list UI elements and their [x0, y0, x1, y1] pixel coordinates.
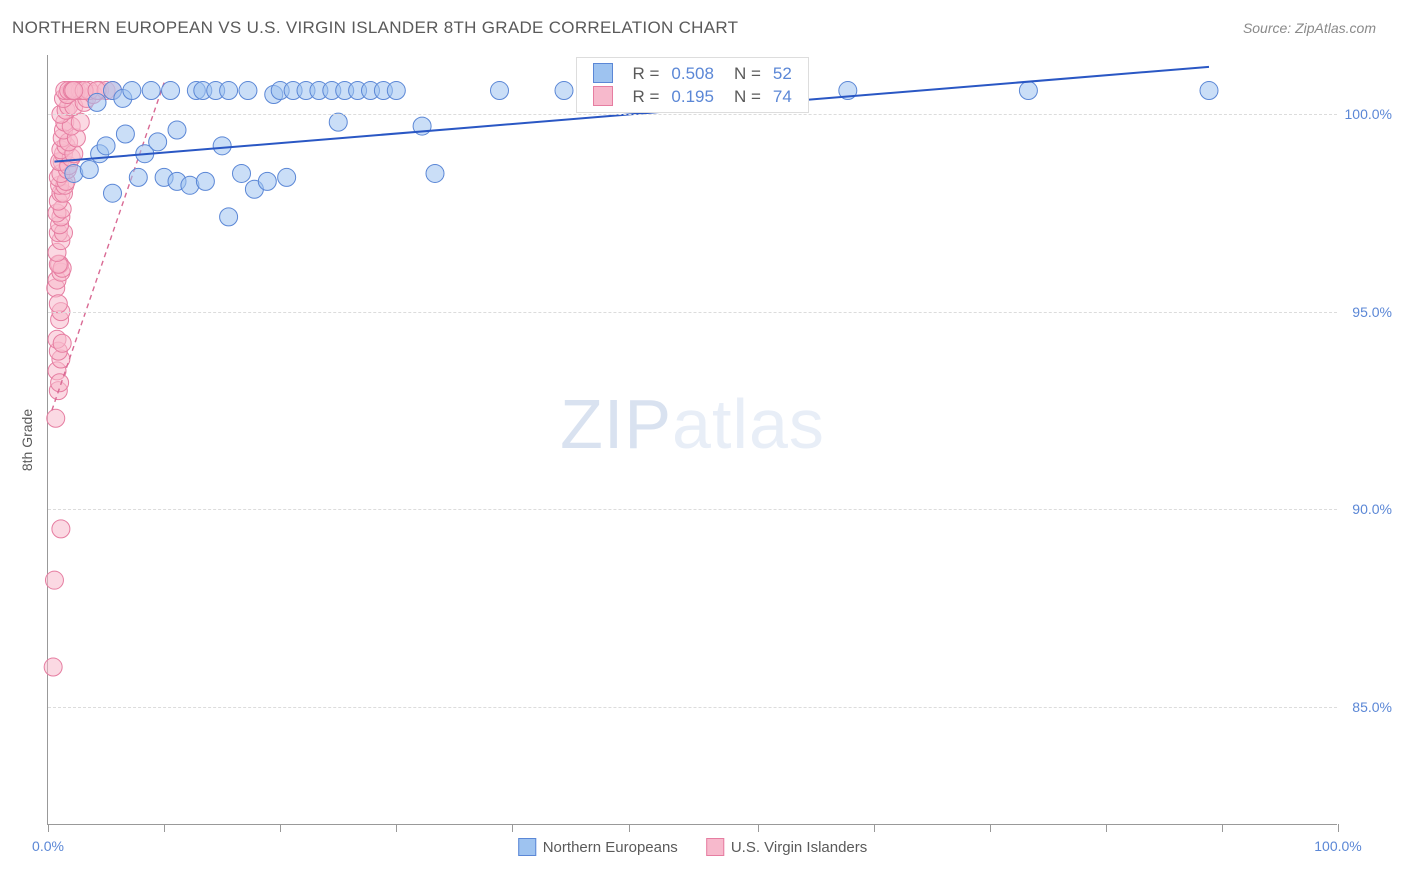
data-point — [47, 409, 65, 427]
chart-source: Source: ZipAtlas.com — [1243, 20, 1376, 36]
gridline — [48, 707, 1337, 708]
y-tick-label: 100.0% — [1345, 106, 1392, 122]
data-point — [220, 82, 238, 100]
data-point — [258, 172, 276, 190]
data-point — [65, 82, 83, 100]
data-point — [196, 172, 214, 190]
x-tick-label: 0.0% — [32, 838, 64, 854]
chart-header: NORTHERN EUROPEAN VS U.S. VIRGIN ISLANDE… — [0, 0, 1406, 48]
data-point — [53, 334, 71, 352]
data-point — [149, 133, 167, 151]
chart-title: NORTHERN EUROPEAN VS U.S. VIRGIN ISLANDE… — [12, 18, 738, 38]
data-point — [97, 137, 115, 155]
data-point — [1019, 82, 1037, 100]
x-tick — [1338, 824, 1339, 832]
data-point — [555, 82, 573, 100]
y-axis-label: 8th Grade — [19, 409, 35, 471]
gridline — [48, 312, 1337, 313]
data-point — [142, 82, 160, 100]
data-point — [80, 161, 98, 179]
legend-item: U.S. Virgin Islanders — [706, 838, 867, 856]
data-point — [49, 295, 67, 313]
data-point — [278, 168, 296, 186]
data-point — [44, 658, 62, 676]
y-tick-label: 90.0% — [1352, 501, 1392, 517]
y-tick-label: 95.0% — [1352, 304, 1392, 320]
x-tick — [396, 824, 397, 832]
data-point — [220, 208, 238, 226]
data-point — [52, 520, 70, 538]
x-tick — [629, 824, 630, 832]
data-point — [233, 164, 251, 182]
x-tick — [280, 824, 281, 832]
x-tick — [1106, 824, 1107, 832]
data-point — [213, 137, 231, 155]
x-tick — [512, 824, 513, 832]
data-point — [239, 82, 257, 100]
data-point — [168, 121, 186, 139]
x-tick — [164, 824, 165, 832]
x-tick — [990, 824, 991, 832]
data-point — [129, 168, 147, 186]
data-point — [426, 164, 444, 182]
x-tick — [758, 824, 759, 832]
scatter-svg — [48, 55, 1337, 824]
plot-area: ZIPatlas 85.0%90.0%95.0%100.0%0.0%100.0%… — [47, 55, 1337, 825]
data-point — [123, 82, 141, 100]
data-point — [116, 125, 134, 143]
data-point — [329, 113, 347, 131]
y-tick-label: 85.0% — [1352, 699, 1392, 715]
gridline — [48, 509, 1337, 510]
data-point — [88, 93, 106, 111]
x-tick — [48, 824, 49, 832]
x-tick — [1222, 824, 1223, 832]
x-tick — [874, 824, 875, 832]
data-point — [162, 82, 180, 100]
y-axis-label-wrap: 8th Grade — [12, 55, 42, 825]
data-point — [45, 571, 63, 589]
x-tick-label: 100.0% — [1314, 838, 1361, 854]
series-legend: Northern Europeans U.S. Virgin Islanders — [518, 838, 868, 856]
data-point — [491, 82, 509, 100]
data-point — [1200, 82, 1218, 100]
gridline — [48, 114, 1337, 115]
data-point — [387, 82, 405, 100]
correlation-legend: R =0.508N =52R =0.195N =74 — [576, 57, 808, 113]
legend-item: Northern Europeans — [518, 838, 678, 856]
data-point — [104, 184, 122, 202]
chart-area: 8th Grade ZIPatlas 85.0%90.0%95.0%100.0%… — [12, 55, 1392, 855]
